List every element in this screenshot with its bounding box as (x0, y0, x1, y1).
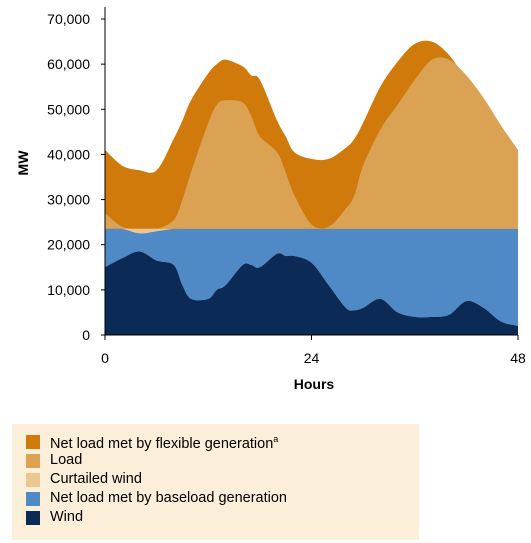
chart: 0 10,000 20,000 30,000 40,000 50,000 60,000 70,… (15, 7, 526, 392)
legend-item: Curtailed wind (26, 470, 419, 489)
y-tick-label: 70,000 (47, 11, 90, 27)
x-tick-label: 48 (510, 350, 526, 366)
y-tick-label: 20,000 (47, 237, 90, 253)
series-area-wind (105, 251, 518, 335)
legend-swatch (26, 453, 40, 468)
legend-item: Load (26, 451, 419, 470)
x-tick-label: 24 (304, 350, 320, 366)
y-tick-label: 0 (82, 327, 90, 343)
legend-swatch (26, 434, 40, 449)
legend-swatch (26, 491, 40, 506)
legend-item: Wind (26, 508, 419, 527)
x-tick-label: 0 (101, 350, 109, 366)
legend-label: Net load met by flexible generationa (50, 433, 279, 452)
legend-swatch (26, 510, 40, 525)
x-axis-title: Hours (294, 376, 335, 392)
y-tick-label: 50,000 (47, 101, 90, 117)
y-axis-title: MW (15, 150, 31, 176)
y-axis-ticks: 0 10,000 20,000 30,000 40,000 50,000 60,000 70,… (47, 11, 105, 343)
y-tick-label: 60,000 (47, 56, 90, 72)
footnote-marker: a (273, 433, 279, 444)
series-area-baseload-generation (105, 228, 518, 326)
y-tick-label: 30,000 (47, 192, 90, 208)
legend-item: Net load met by flexible generationa (26, 432, 419, 452)
legend-swatch (26, 472, 40, 487)
chart-legend: Net load met by flexible generationa Load… (12, 424, 419, 540)
legend-label: Curtailed wind (50, 471, 142, 487)
series-area-load (105, 57, 518, 230)
y-tick-label: 40,000 (47, 146, 90, 162)
x-axis-ticks: 0 24 48 (101, 335, 526, 366)
chart-areas (105, 40, 518, 335)
y-tick-label: 10,000 (47, 282, 90, 298)
legend-label: Net load met by baseload generation (50, 490, 287, 506)
series-area-curtailed-wind (105, 228, 518, 234)
legend-label: Wind (50, 509, 84, 525)
legend-item: Net load met by baseload generation (26, 489, 419, 508)
legend-label: Load (50, 452, 83, 468)
